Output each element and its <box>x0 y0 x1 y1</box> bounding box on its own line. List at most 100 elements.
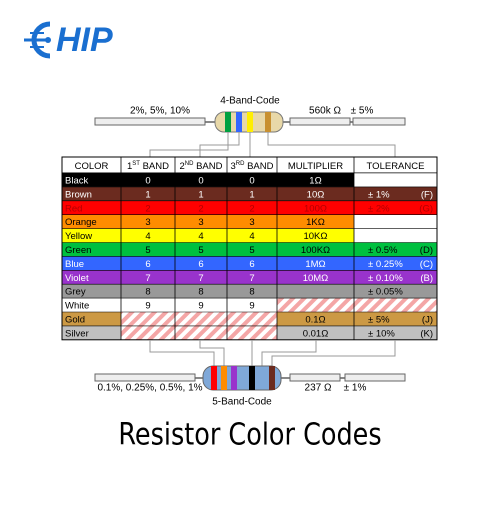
cell: 1KΩ <box>306 217 325 228</box>
color-name: Green <box>65 245 91 256</box>
row-bg <box>62 214 354 229</box>
table-border <box>61 156 438 341</box>
header-sup: ND <box>185 161 194 167</box>
header: 1ST BAND <box>127 161 169 172</box>
row-bg <box>62 228 354 243</box>
cell: 6 <box>145 259 150 270</box>
tol-bg <box>354 228 437 243</box>
color-name: Orange <box>65 217 97 228</box>
hatch <box>121 312 175 326</box>
cell: 1 <box>198 189 203 200</box>
tol-bg <box>354 298 437 312</box>
cell: 10Ω <box>307 189 325 200</box>
tolerance: ± 5% <box>368 314 390 325</box>
cell: 3 <box>145 217 150 228</box>
cell: 2 <box>249 203 254 214</box>
header-num: 2 <box>179 161 184 172</box>
logo-text: HIP <box>56 21 113 59</box>
header-num: 3 <box>230 161 235 172</box>
tolerance: ± 1% <box>344 383 367 394</box>
cell: 0.1Ω <box>305 314 325 325</box>
color-name: Yellow <box>65 231 92 242</box>
header: COLOR <box>75 161 109 172</box>
row-bg <box>62 200 354 215</box>
cell: 1Ω <box>309 175 321 186</box>
cell: 3 <box>198 217 203 228</box>
cell: 8 <box>145 287 150 298</box>
header-text: MULTIPLIER <box>288 161 343 172</box>
cell: 2 <box>198 203 203 214</box>
color-name: Brown <box>65 189 92 200</box>
cell: 8 <box>198 287 203 298</box>
hatch <box>121 325 175 340</box>
tol-bg <box>354 270 437 285</box>
hatch <box>227 312 277 326</box>
hatch <box>175 325 227 340</box>
color-name: Violet <box>65 273 89 284</box>
row-bg <box>62 284 354 299</box>
cell: 7 <box>249 273 254 284</box>
tol-bg <box>354 242 437 257</box>
cell: 100Ω <box>304 203 327 214</box>
header-sup: RD <box>236 161 245 167</box>
cell: 0.01Ω <box>303 328 329 339</box>
header-text: BAND <box>140 161 169 172</box>
color-name: Black <box>65 175 88 186</box>
tolerance: ± 2% <box>368 203 390 214</box>
cell: 100KΩ <box>301 245 330 256</box>
cell: 5 <box>249 245 254 256</box>
tolerance-code: (F) <box>421 189 433 200</box>
header-text: BAND <box>193 161 222 172</box>
cell: 3 <box>249 217 254 228</box>
hatch <box>227 325 277 340</box>
cell: 0 <box>249 175 254 186</box>
cell: 6 <box>249 259 254 270</box>
color-name: Silver <box>65 328 89 339</box>
header-text: COLOR <box>75 161 109 172</box>
value: 560k Ω <box>309 106 341 117</box>
cell: 5 <box>145 245 150 256</box>
tolerance: ± 0.5% <box>368 245 398 256</box>
row-bg <box>62 186 354 201</box>
note: 2%, 5%, 10% <box>130 106 190 117</box>
tolerance: ± 0.05% <box>368 287 403 298</box>
cell: 7 <box>145 273 150 284</box>
tolerance: ± 0.25% <box>368 259 403 270</box>
hatch <box>277 298 354 312</box>
color-name: Gold <box>65 314 85 325</box>
tolerance: ± 0.10% <box>368 273 403 284</box>
tol-bg <box>354 173 437 187</box>
tolerance-code: (J) <box>422 314 433 325</box>
cell: 10MΩ <box>303 273 329 284</box>
note: 0.1%, 0.25%, 0.5%, 1% <box>97 383 202 394</box>
cell: 10KΩ <box>303 231 327 242</box>
tol-bg <box>354 312 437 326</box>
cell: 4 <box>198 231 203 242</box>
tol-bg <box>354 284 437 299</box>
cell: 5 <box>198 245 203 256</box>
logo: HIP <box>24 21 113 59</box>
cell: 6 <box>198 259 203 270</box>
tolerance: ± 1% <box>368 189 390 200</box>
row-bg <box>62 270 354 285</box>
tolerance-code: (K) <box>420 328 433 339</box>
cell: 1MΩ <box>305 259 325 270</box>
header: 2ND BAND <box>179 161 222 172</box>
cell: 9 <box>249 301 254 312</box>
color-name: Red <box>65 203 82 214</box>
cell: 1 <box>145 189 150 200</box>
row-bg <box>62 242 354 257</box>
color-name: Blue <box>65 259 84 270</box>
title: Resistor Color Codes <box>118 417 381 453</box>
color-name: White <box>65 301 89 312</box>
row-bg <box>62 256 354 271</box>
tolerance: ± 5% <box>351 106 374 117</box>
header: MULTIPLIER <box>288 161 343 172</box>
four-band-resistor: 4-Band-Code 2%, 5%, 10% 560k Ω ± 5% <box>94 96 406 157</box>
cell: 7 <box>198 273 203 284</box>
header-num: 1 <box>127 161 132 172</box>
cell: 1 <box>249 189 254 200</box>
tol-bg <box>354 214 437 229</box>
tolerance-code: (B) <box>420 273 433 284</box>
